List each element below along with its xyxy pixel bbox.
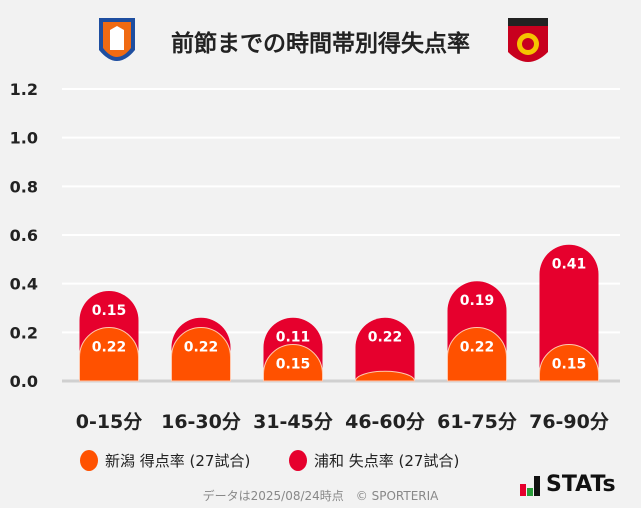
legend-label: 新潟 得点率 (27試合) [105, 452, 251, 470]
footer-note: データは2025/08/24時点 © SPORTERIA [202, 489, 439, 503]
x-tick-label: 76-90分 [529, 411, 609, 433]
bar-urawa [355, 317, 415, 381]
x-tick-label: 0-15分 [76, 411, 143, 433]
chart-title: 前節までの時間帯別得失点率 [171, 31, 470, 57]
y-tick-label: 0.4 [10, 275, 38, 294]
bar-niigata [79, 327, 139, 382]
legend-item-urawa: 浦和 失点率 (27試合) [289, 450, 459, 471]
niigata-logo [99, 18, 135, 61]
urawa-logo [508, 18, 548, 62]
y-tick-label: 1.2 [10, 80, 38, 99]
y-tick-label: 0.6 [10, 226, 38, 245]
y-tick-label: 0.0 [10, 372, 38, 391]
bar-label-urawa: 0.22 [368, 330, 403, 346]
bar-niigata [354, 370, 416, 382]
bar-label-urawa: 0.19 [460, 293, 495, 309]
bar-label-niigata: 0.22 [460, 339, 495, 355]
bar-label-urawa: 0.41 [552, 257, 587, 273]
legend-label: 浦和 失点率 (27試合) [314, 452, 460, 470]
legend-swatch [80, 450, 98, 471]
bar-label-urawa: 0.11 [276, 330, 311, 346]
x-tick-label: 46-60分 [345, 411, 425, 433]
stats-bars-icon [520, 476, 540, 496]
bar-niigata [263, 344, 323, 382]
legend-item-niigata: 新潟 得点率 (27試合) [80, 450, 250, 471]
bar-label-niigata: 0.15 [552, 357, 587, 373]
y-tick-label: 1.0 [10, 129, 38, 148]
stats-logo: STATs [520, 474, 616, 496]
bar-niigata [539, 344, 599, 382]
bar-label-urawa: 0.15 [92, 303, 127, 319]
stats-text: STATs [546, 472, 616, 497]
bar-label-niigata: 0.22 [184, 339, 219, 355]
bar-label-niigata: 0.15 [276, 357, 311, 373]
x-tick-label: 61-75分 [437, 411, 517, 433]
x-tick-label: 16-30分 [161, 411, 241, 433]
x-tick-label: 31-45分 [253, 411, 333, 433]
bar-niigata [171, 327, 231, 382]
bar-label-niigata: 0.22 [92, 339, 127, 355]
bar-urawa [539, 244, 599, 381]
y-tick-label: 0.2 [10, 323, 38, 342]
legend-swatch [289, 450, 307, 471]
bar-niigata [447, 327, 507, 382]
y-tick-label: 0.8 [10, 177, 38, 196]
